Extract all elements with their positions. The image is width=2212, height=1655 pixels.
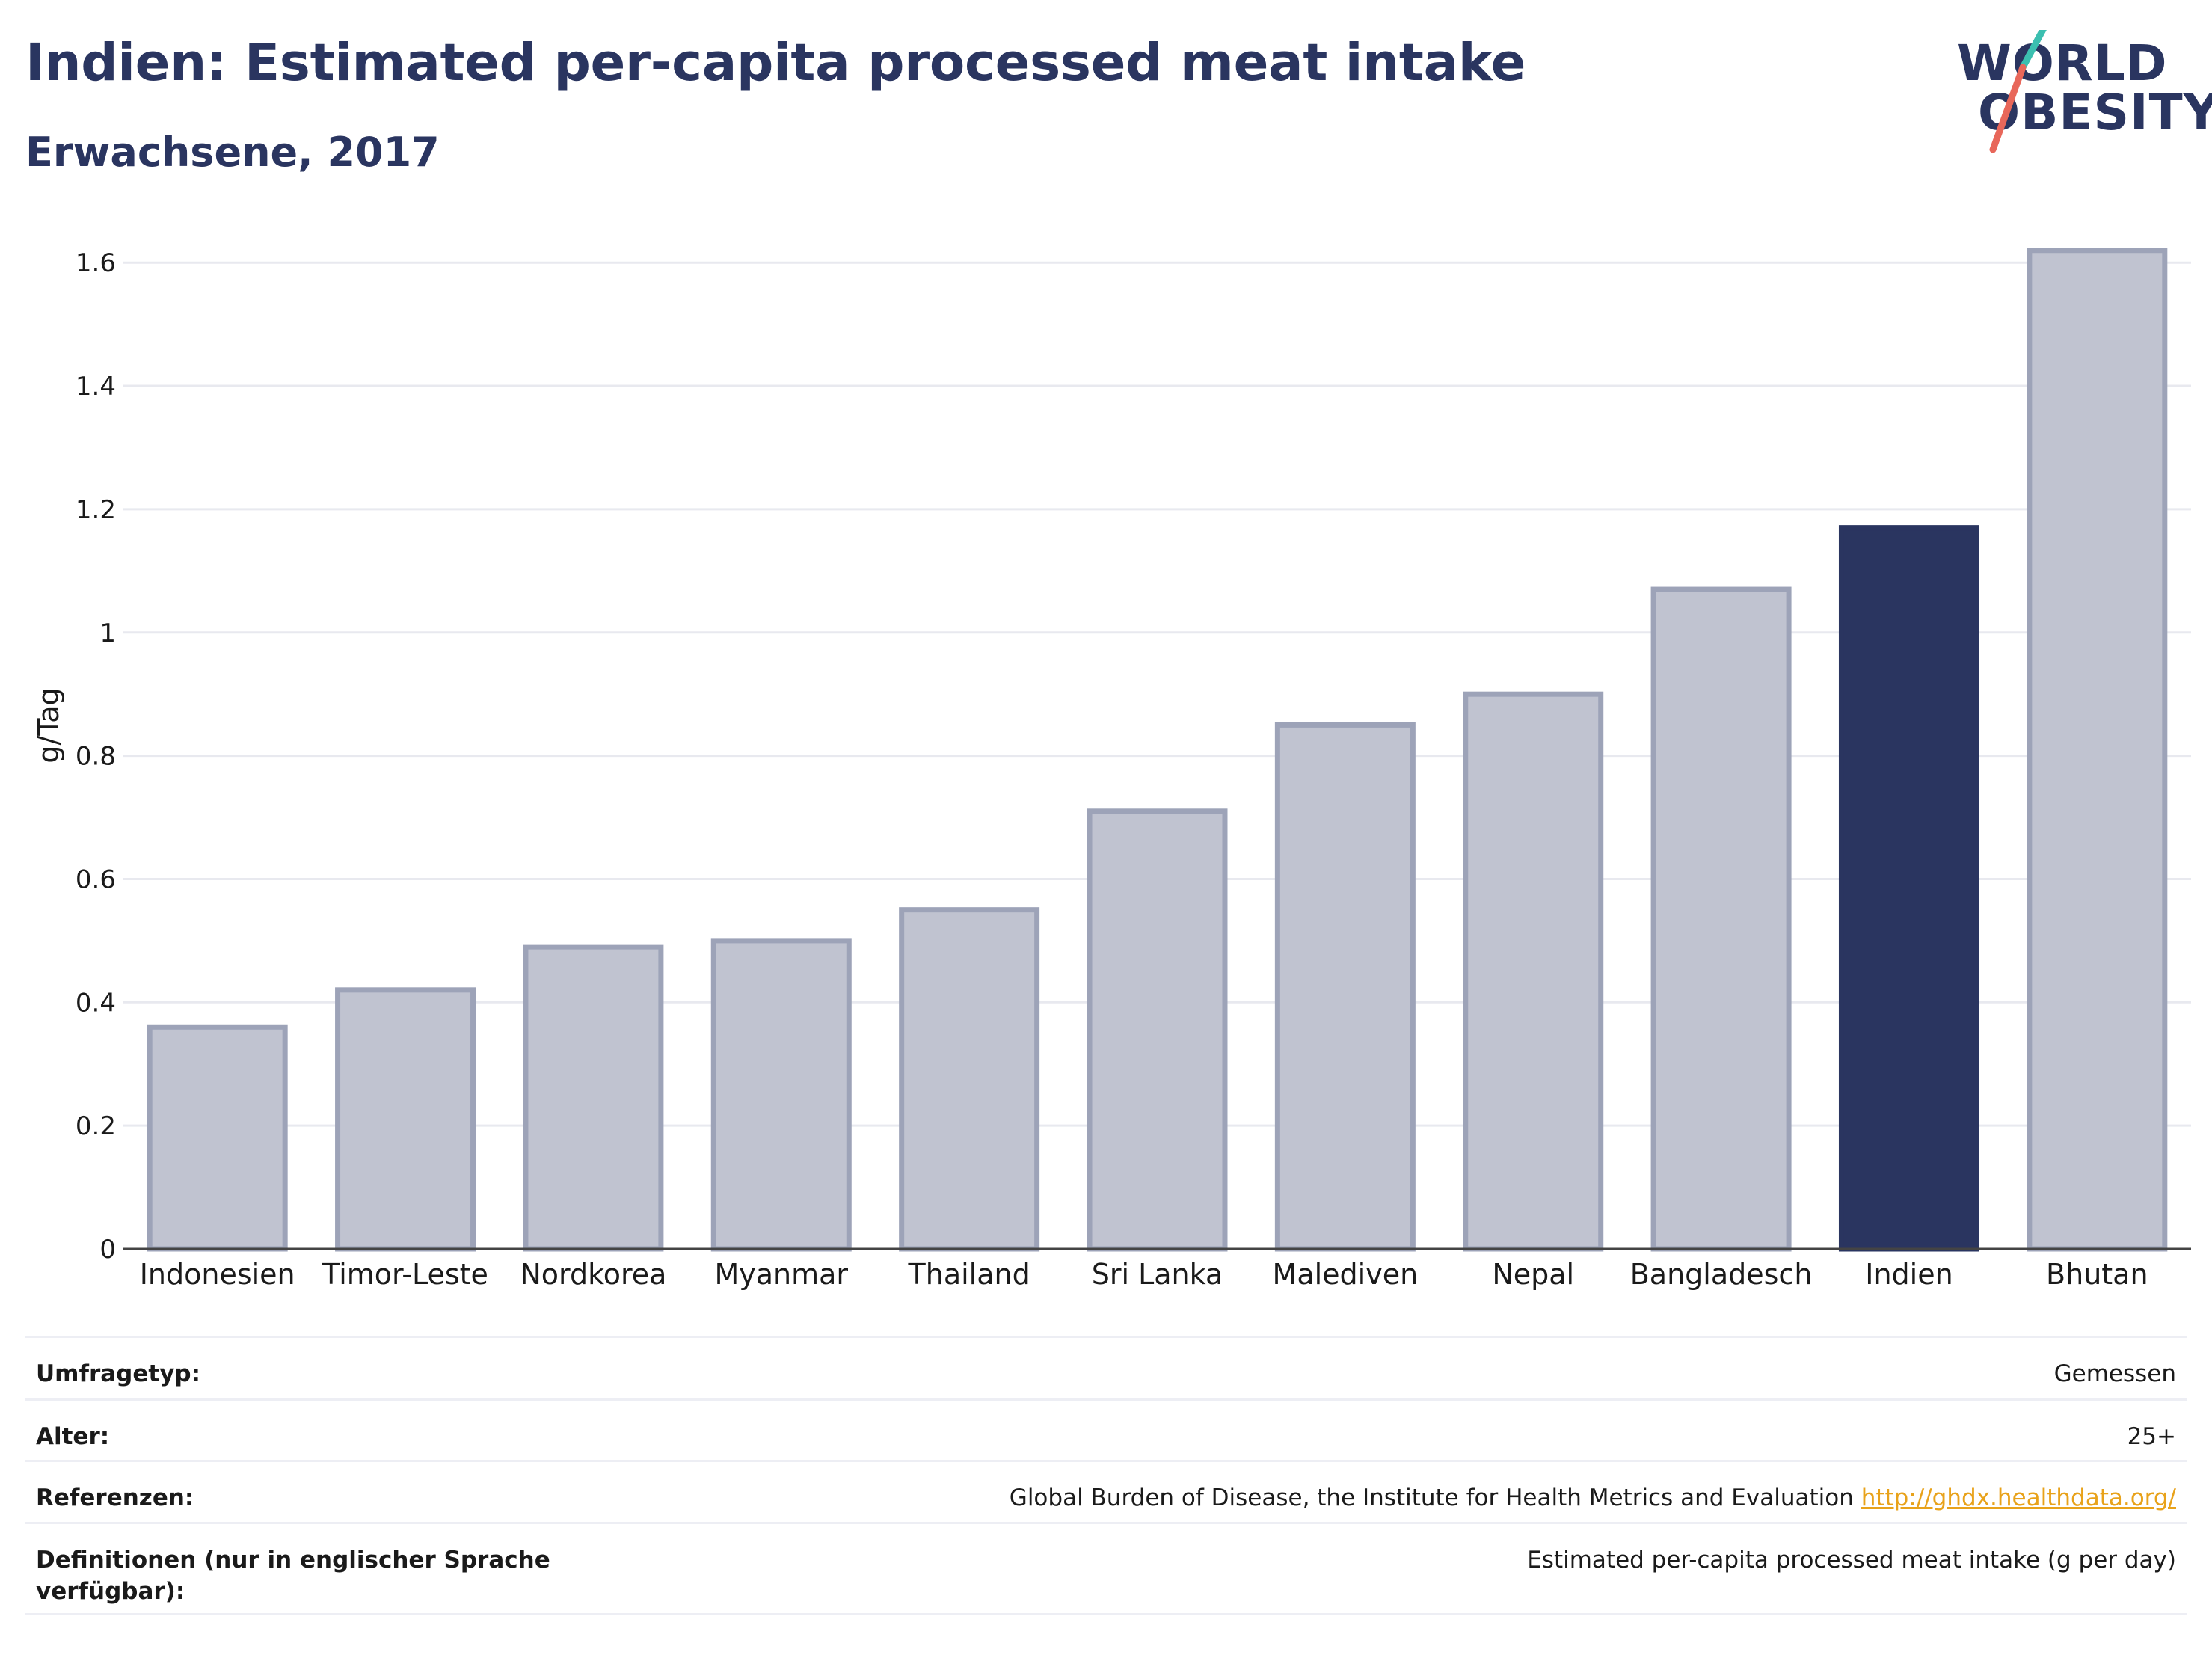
y-tick-label: 0 [99, 1235, 116, 1265]
metadata-key: Referenzen: [36, 1484, 194, 1511]
y-tick-label: 1 [99, 618, 116, 648]
metadata-key: Alter: [36, 1423, 110, 1450]
metadata-value: 25+ [2127, 1423, 2176, 1450]
x-tick-label: Bangladesch [1630, 1258, 1813, 1291]
bar-indonesien [147, 1024, 288, 1252]
logo-slash-icon [1989, 30, 2047, 153]
x-tick-label: Bhutan [2046, 1258, 2148, 1291]
bar-timor-leste [335, 987, 476, 1252]
metadata-row-age: Alter: 25+ [25, 1398, 2187, 1460]
bar-nepal [1463, 691, 1604, 1252]
y-tick-label: 0.6 [76, 865, 116, 894]
y-tick-label: 0.2 [76, 1111, 116, 1141]
logo-line-2: OBESITY [1978, 84, 2212, 141]
metadata-key: Definitionen (nur in englischer Sprache … [36, 1547, 550, 1605]
x-tick-label: Timor-Leste [322, 1258, 488, 1291]
reference-text: Global Burden of Disease, the Institute … [1009, 1484, 1854, 1511]
metadata-key: Umfragetyp: [36, 1360, 200, 1387]
y-tick-label: 1.4 [76, 372, 116, 402]
bar-bangladesch [1650, 586, 1792, 1252]
chart-subtitle: Erwachsene, 2017 [25, 129, 440, 176]
x-tick-label: Indien [1865, 1258, 1953, 1291]
reference-link[interactable]: http://ghdx.healthdata.org/ [1861, 1484, 2176, 1511]
bar-chart: 0 0.2 0.4 0.6 0.8 1 1.2 1.4 1.6 Indonesien Timor-… [32, 248, 2191, 1291]
logo-line-1: WORLD [1957, 34, 2168, 92]
x-tick-label: Malediven [1273, 1258, 1419, 1291]
y-tick-label: 0.4 [76, 988, 116, 1018]
chart-title: Indien: Estimated per-capita processed m… [25, 33, 1526, 93]
bar-indien [1838, 525, 1979, 1252]
y-tick-label: 1.6 [76, 248, 116, 278]
x-tick-label: Nepal [1492, 1258, 1574, 1291]
metadata-row-definitions: Definitionen (nur in englischer Sprache … [25, 1522, 2187, 1615]
x-tick-label: Indonesien [140, 1258, 295, 1291]
metadata-value: Global Burden of Disease, the Institute … [1010, 1483, 2176, 1514]
metadata-table: Umfragetyp: Gemessen Alter: 25+ Referenz… [25, 1336, 2187, 1615]
x-tick-label: Thailand [908, 1258, 1030, 1291]
bar-nordkorea [523, 944, 664, 1252]
world-obesity-logo: WORLD OBESITY [1948, 30, 2212, 157]
metadata-value: Gemessen [2053, 1360, 2176, 1387]
bar-bhutan [2027, 248, 2168, 1252]
y-axis-ticks: 0 0.2 0.4 0.6 0.8 1 1.2 1.4 1.6 [76, 248, 116, 1265]
metadata-row-survey-type: Umfragetyp: Gemessen [25, 1336, 2187, 1398]
bars [147, 248, 2168, 1252]
x-axis-ticks: Indonesien Timor-Leste Nordkorea Myanmar Tha… [140, 1258, 2148, 1291]
y-axis-label: g/Tag [32, 687, 65, 763]
metadata-row-references: Referenzen: Global Burden of Disease, th… [25, 1460, 2187, 1522]
x-tick-label: Sri Lanka [1092, 1258, 1223, 1291]
x-tick-label: Nordkorea [520, 1258, 666, 1291]
bar-thailand [899, 907, 1040, 1252]
bar-malediven [1274, 722, 1416, 1252]
metadata-value: Estimated per-capita processed meat inta… [1527, 1547, 2176, 1573]
bar-sri-lanka [1087, 808, 1228, 1252]
x-tick-label: Myanmar [714, 1258, 848, 1291]
bar-myanmar [710, 938, 852, 1252]
y-tick-label: 0.8 [76, 742, 116, 772]
y-tick-label: 1.2 [76, 495, 116, 525]
